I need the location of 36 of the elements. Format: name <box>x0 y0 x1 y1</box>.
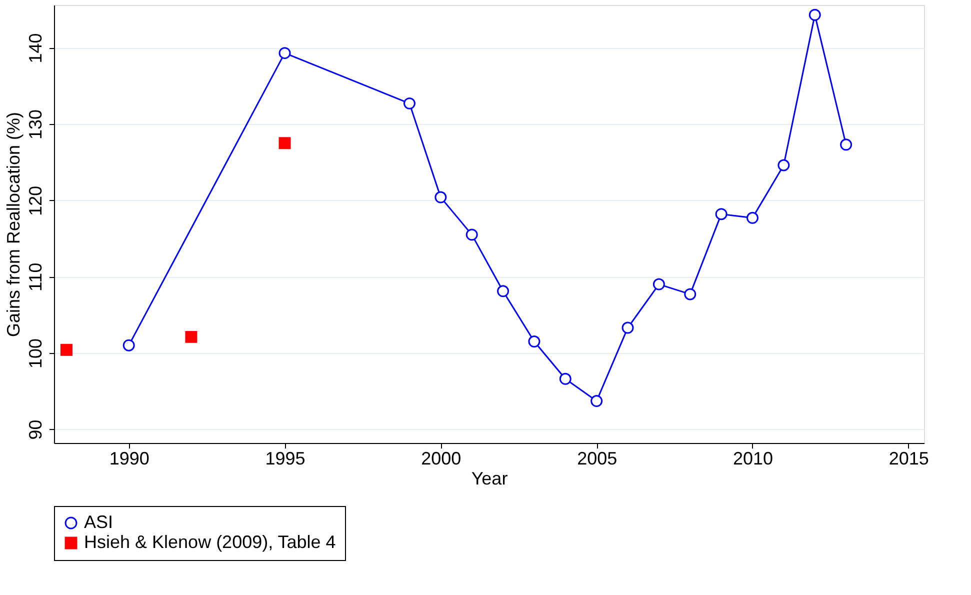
x-tick-label: 1990 <box>109 448 150 468</box>
point <box>466 228 478 241</box>
point <box>528 336 540 348</box>
y-tick-label: 120 <box>26 186 46 216</box>
x-tick-label: 2005 <box>577 448 618 468</box>
point <box>122 339 135 352</box>
y-tick-label: 100 <box>26 338 46 368</box>
point <box>60 344 72 356</box>
legend-label: Hsieh & Klenow (2009), Table 4 <box>84 532 336 552</box>
point <box>778 159 790 172</box>
point <box>278 47 291 60</box>
x-tick-label: 2015 <box>888 448 929 468</box>
legend-label: ASI <box>84 512 114 532</box>
y-tick-label: 90 <box>26 420 46 440</box>
point <box>278 137 291 150</box>
x-tick-label: 2010 <box>732 448 774 468</box>
y-axis-title: Gains from Reallocation (%) <box>4 112 24 338</box>
x-tick-label: 2000 <box>421 448 462 468</box>
point <box>497 285 510 298</box>
y-tick-label: 130 <box>26 110 46 140</box>
y-tick-label: 140 <box>26 33 46 64</box>
point <box>185 330 198 343</box>
y-tick-label: 110 <box>26 262 46 292</box>
point <box>840 138 852 151</box>
point <box>808 8 821 21</box>
x-axis-title: Year <box>471 468 508 488</box>
x-tick-label: 1995 <box>265 448 306 468</box>
point <box>684 288 696 300</box>
point <box>559 372 572 385</box>
point <box>715 208 728 220</box>
point <box>622 322 634 334</box>
point <box>746 212 758 224</box>
point <box>652 278 665 290</box>
point <box>434 191 447 204</box>
point <box>590 395 603 408</box>
point <box>403 97 416 110</box>
